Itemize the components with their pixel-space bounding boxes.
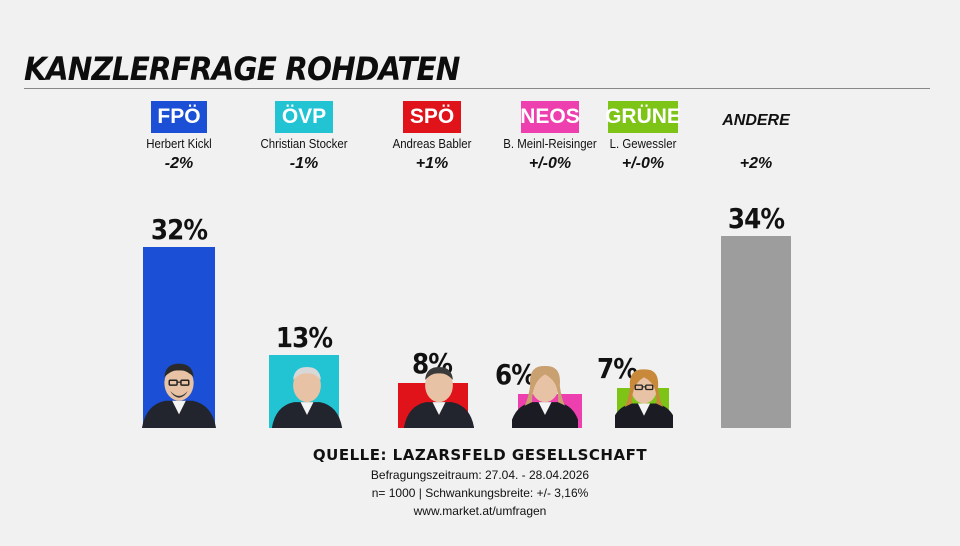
value-label: 34% xyxy=(727,202,785,235)
source-title: QUELLE: LAZARSFELD GESELLSCHAFT xyxy=(312,446,648,464)
value-label: 13% xyxy=(275,320,333,354)
party-name: GRÜNE xyxy=(605,105,681,128)
party-name: ÖVP xyxy=(281,105,327,128)
party-name: FPÖ xyxy=(157,105,201,128)
change-label: +/-0% xyxy=(528,155,572,172)
source-block: QUELLE: LAZARSFELD GESELLSCHAFT Befragun… xyxy=(0,446,960,518)
candidate-name: B. Meinl-Reisinger xyxy=(503,136,597,151)
candidate-photo-icon xyxy=(615,369,673,428)
party-name: NEOS xyxy=(520,105,580,128)
candidate-photo-icon xyxy=(141,363,217,428)
party-name: SPÖ xyxy=(409,105,455,128)
sample-info: n= 1000 | Schwankungsbreite: +/- 3,16% xyxy=(371,486,589,500)
candidate-name: Herbert Kickl xyxy=(146,136,212,151)
change-label: +/-0% xyxy=(621,155,665,172)
candidate-photo xyxy=(404,354,474,428)
source-url[interactable]: www.market.at/umfragen xyxy=(413,504,547,518)
candidate-name: Andreas Babler xyxy=(392,136,472,151)
change-label: +2% xyxy=(739,155,773,172)
title-divider xyxy=(24,88,930,89)
change-label: -2% xyxy=(164,155,194,172)
value-label: 32% xyxy=(150,213,208,247)
value-label: 6% xyxy=(471,358,559,391)
bar-andere xyxy=(721,236,791,428)
change-label: -1% xyxy=(289,155,319,172)
chart-title: KANZLERFRAGE ROHDATEN xyxy=(24,50,460,88)
candidate-name: Christian Stocker xyxy=(260,136,348,151)
party-label-neos: NEOS xyxy=(520,101,580,133)
candidate-photo-icon xyxy=(512,365,578,428)
change-label: +1% xyxy=(415,155,449,172)
candidate-photo-icon xyxy=(404,366,474,428)
party-label-övp: ÖVP xyxy=(275,101,333,133)
party-label-andere: ANDERE xyxy=(722,112,790,129)
candidate-name: L. Gewessler xyxy=(609,136,677,151)
survey-period: Befragungszeitraum: 27.04. - 28.04.2026 xyxy=(370,468,590,482)
party-label-fpö: FPÖ xyxy=(151,101,207,133)
candidate-photo xyxy=(615,358,673,428)
party-label-grüne: GRÜNE xyxy=(605,101,681,133)
party-label-spö: SPÖ xyxy=(403,101,461,133)
candidate-photo xyxy=(270,354,344,428)
candidate-photo xyxy=(512,354,578,428)
candidate-photo-icon xyxy=(271,366,343,428)
candidate-photo xyxy=(141,350,217,428)
